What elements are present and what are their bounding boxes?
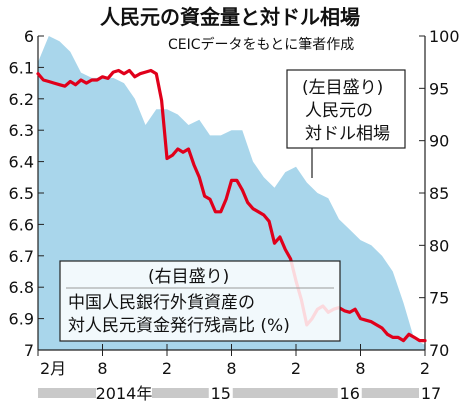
x-tick-label: 8 — [355, 359, 365, 378]
right-tick-label: 75 — [429, 289, 449, 308]
year-label: 15 — [211, 384, 231, 403]
right-tick-label: 80 — [429, 236, 449, 255]
x-tick-label: 2 — [162, 359, 172, 378]
year-label-bg — [96, 386, 152, 400]
exchange-rate-callout: (左目盛り) 人民元の 対ドル相場 — [286, 69, 406, 178]
exchange-rate-line — [36, 68, 427, 343]
reserve-ratio-name-line-2: 対人民元資金発行残高比 (%) — [68, 316, 290, 336]
year-label: 2014年 — [96, 384, 153, 403]
left-tick-label: 6.8 — [9, 278, 34, 297]
right-tick-label: 95 — [429, 79, 449, 98]
reserve-ratio-legend-box — [59, 260, 341, 342]
x-tick-label: 8 — [97, 359, 107, 378]
x-tick-label: 8 — [226, 359, 236, 378]
left-tick-label: 7 — [24, 341, 34, 360]
year-label-bg — [419, 386, 443, 400]
x-axis-ticks: 2月 8 2 8 2 8 2 — [37, 344, 430, 378]
reserve-ratio-legend: (右目盛り) 中国人民銀行外貨資産の 対人民元資金発行残高比 (%) — [59, 260, 341, 342]
year-label-bg — [337, 386, 362, 400]
x-tick-label: 2 — [291, 359, 301, 378]
right-tick-label: 100 — [429, 27, 460, 46]
year-labels: 2014年 15 16 17 — [96, 384, 443, 403]
exchange-rate-name-line-1: 人民元の — [305, 101, 373, 121]
year-label: 17 — [421, 384, 441, 403]
grid-layer — [37, 35, 426, 351]
reserve-ratio-name-line-1: 中国人民銀行外貨資産の — [68, 293, 255, 313]
left-tick-label: 6.7 — [9, 247, 34, 266]
exchange-rate-callout-box — [286, 69, 406, 149]
exchange-rate-axis-label: (左目盛り) — [302, 78, 383, 98]
left-tick-label: 6.2 — [9, 90, 34, 109]
left-tick-label: 6.6 — [9, 215, 34, 234]
right-axis-ticks: 100 95 90 85 80 75 70 — [429, 27, 460, 360]
year-label-bg — [208, 386, 233, 400]
left-tick-label: 6 — [24, 27, 34, 46]
left-tick-label: 6.3 — [9, 121, 34, 140]
chart-title: 人民元の資金量と対ドル相場 — [100, 5, 360, 29]
source-note: CEICデータをもとに筆者作成 — [168, 36, 354, 53]
reserve-ratio-axis-label: (右目盛り) — [148, 267, 229, 287]
year-label: 16 — [340, 384, 360, 403]
exchange-rate-name-line-2: 対ドル相場 — [305, 124, 390, 144]
left-tick-label: 6.5 — [9, 184, 34, 203]
x-tick-label: 2月 — [40, 359, 66, 378]
x-tick-label: 2 — [420, 359, 430, 378]
left-tick-label: 6.4 — [9, 153, 34, 172]
left-tick-label: 6.1 — [9, 58, 34, 77]
right-tick-label: 70 — [429, 341, 449, 360]
left-axis-ticks: 6 6.1 6.2 6.3 6.4 6.5 6.6 6.7 6.8 6.9 7 — [9, 27, 34, 360]
right-tick-label: 90 — [429, 132, 449, 151]
exchange-rate-line-layer — [36, 68, 427, 343]
left-tick-label: 6.9 — [9, 310, 34, 329]
right-tick-label: 85 — [429, 184, 449, 203]
